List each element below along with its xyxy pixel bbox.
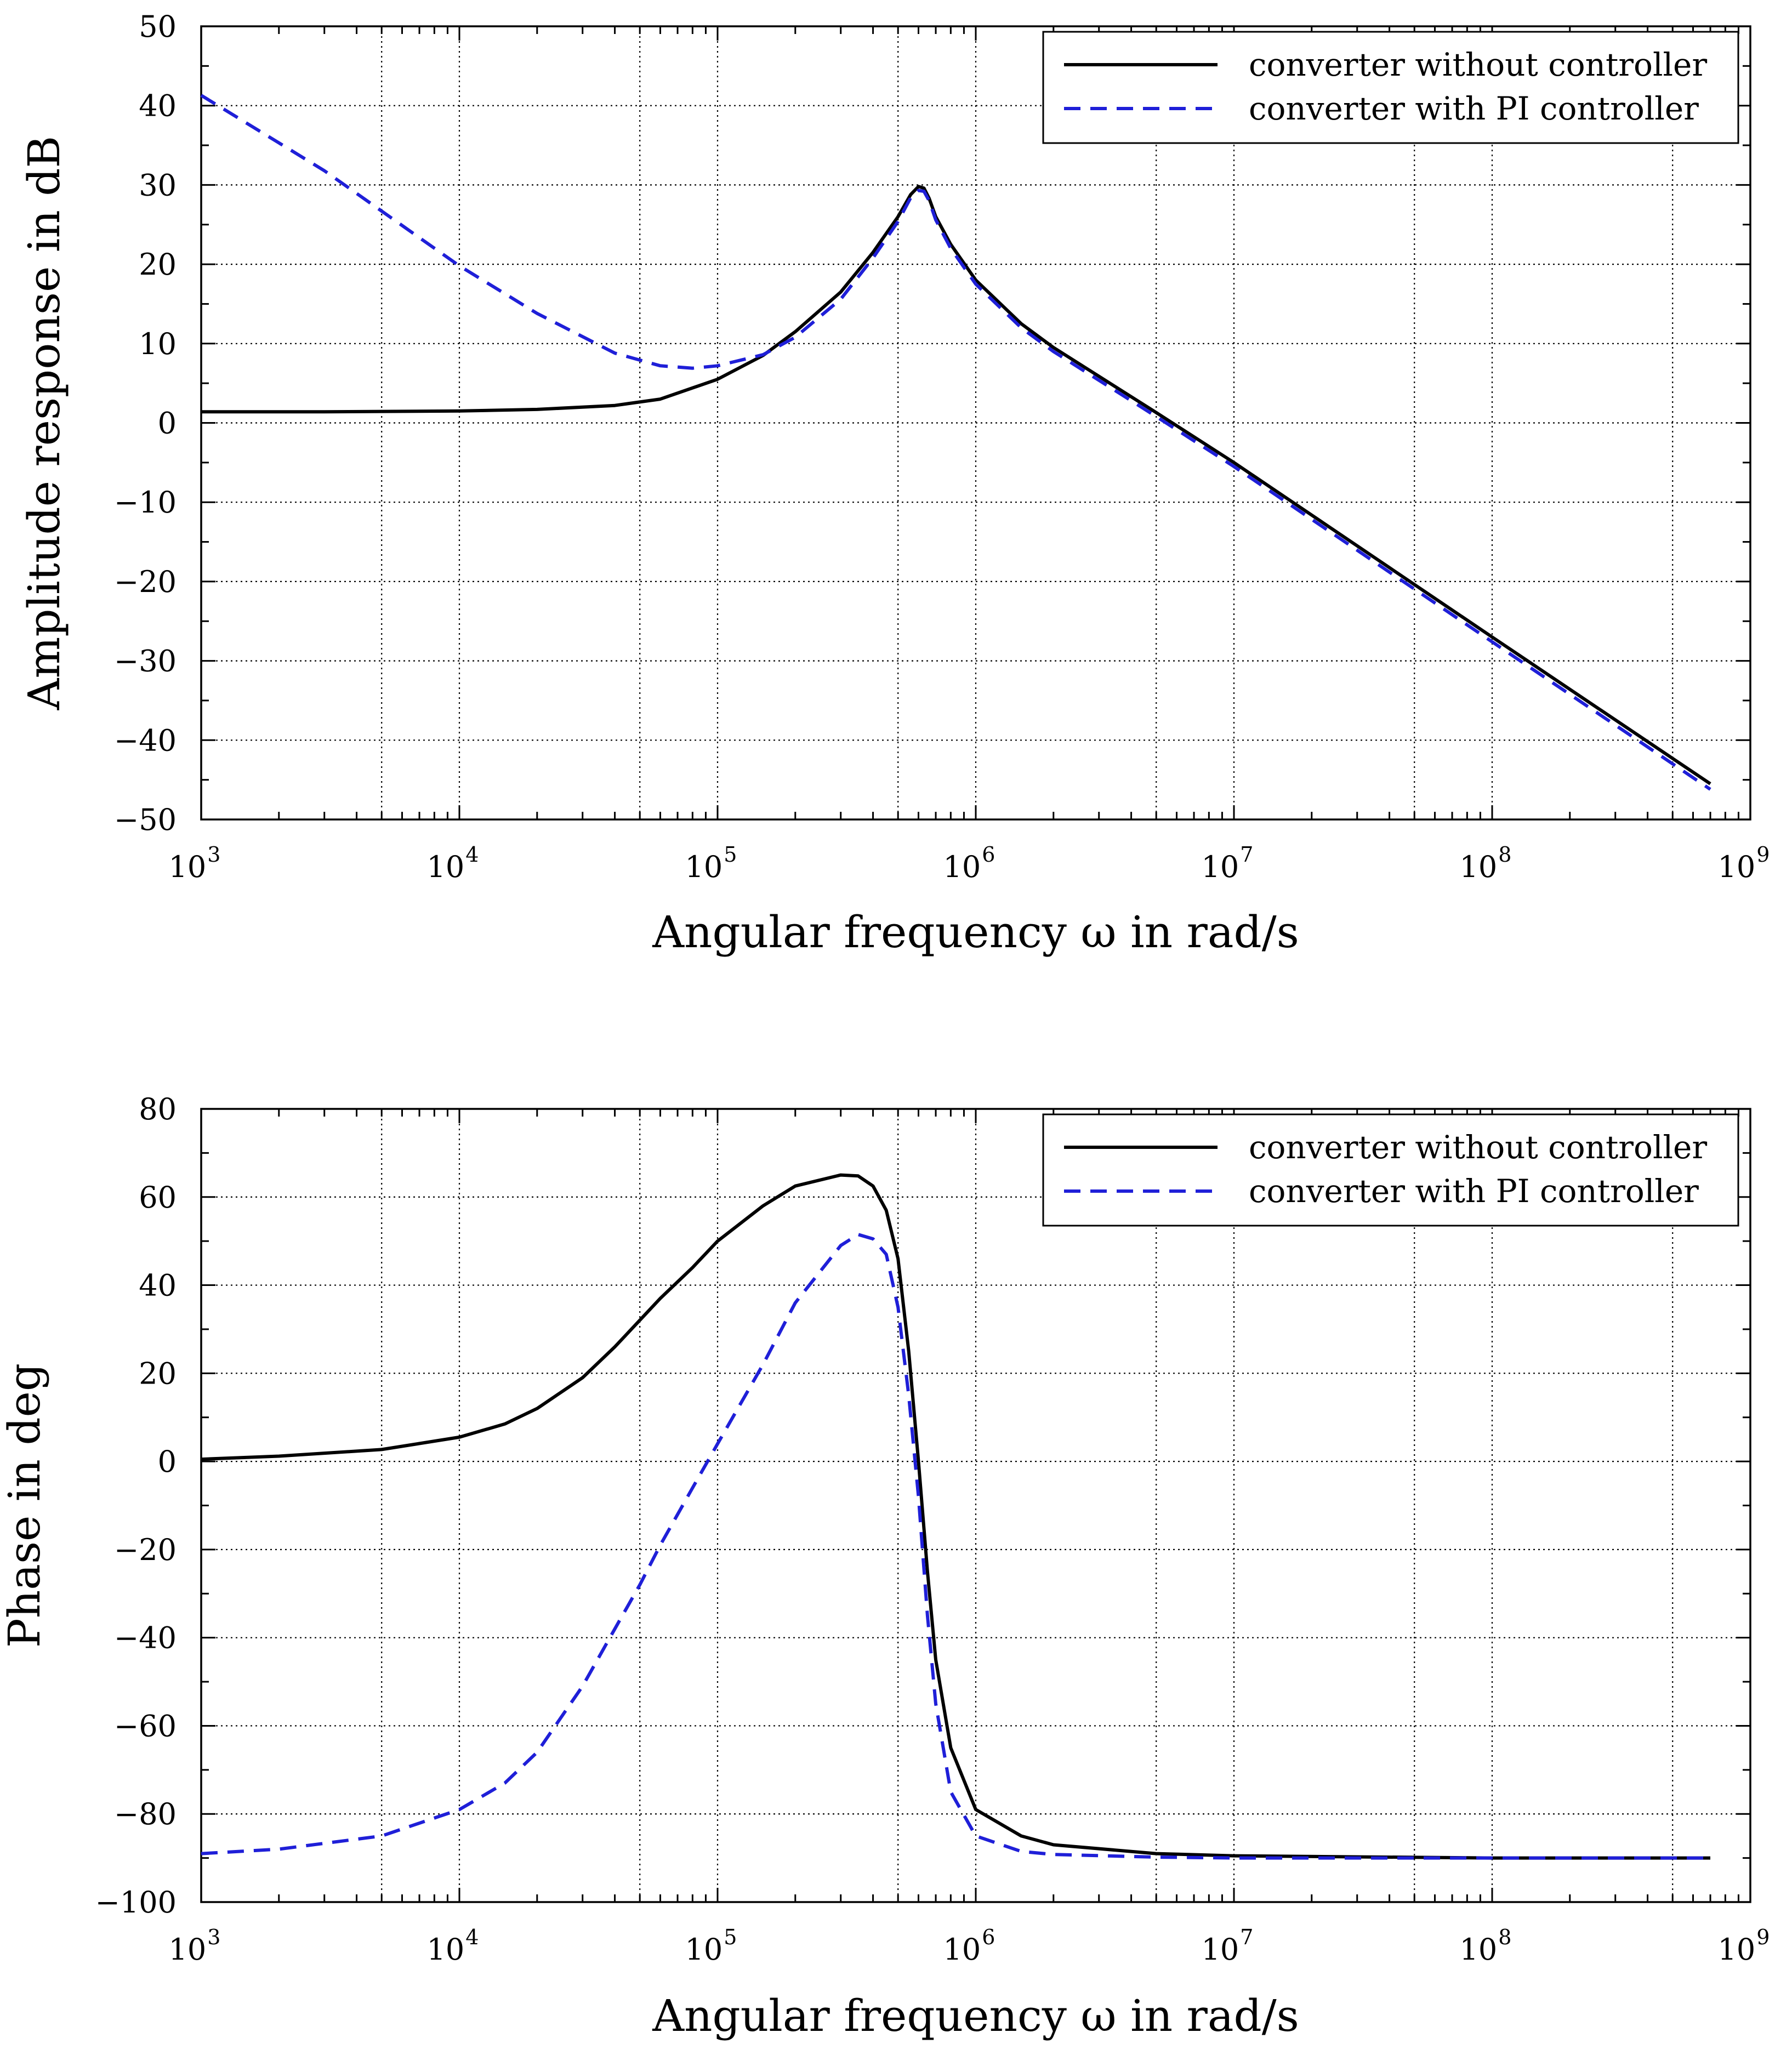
series-line-without-controller (201, 185, 1711, 785)
x-tick-label: 103 (169, 1925, 221, 1967)
x-axis-label: Angular frequency ω in rad/s (652, 907, 1299, 958)
ticks (200, 1108, 1751, 1903)
legend-label: converter without controller (1249, 1129, 1707, 1166)
grid (201, 1109, 1750, 1902)
y-tick-label: 80 (139, 1092, 177, 1126)
y-axis-label: Amplitude response in dB (19, 136, 70, 711)
amplitude-plot: 50 40 30 20 10 0 −10 −20 −30 −40 −50 103 104 105 106 10… (19, 9, 1770, 958)
y-tick-label: −20 (114, 1533, 177, 1567)
series-line-with-pi-controller (200, 94, 1711, 791)
x-axis-label: Angular frequency ω in rad/s (652, 1990, 1299, 2041)
y-tick-label: −40 (114, 1621, 177, 1655)
y-tick-label: 60 (139, 1180, 177, 1215)
x-tick-label: 107 (1202, 843, 1254, 884)
x-tick-label: 109 (1718, 843, 1770, 884)
y-tick-label: 40 (139, 1268, 177, 1303)
grid (201, 26, 1750, 819)
x-tick-label: 104 (427, 843, 479, 884)
y-tick-label: 40 (139, 89, 177, 123)
y-tick-label: −10 (114, 485, 177, 520)
y-tick-label: 0 (158, 406, 177, 441)
legend-box (1042, 31, 1739, 144)
y-tick-label: 50 (139, 9, 177, 44)
x-tick-label: 108 (1460, 843, 1512, 884)
legend-label: converter without controller (1249, 46, 1707, 83)
x-tick-label: 107 (1202, 1925, 1254, 1967)
x-tick-label: 105 (685, 1925, 737, 1967)
y-tick-label: −80 (114, 1797, 177, 1831)
legend-label: converter with PI controller (1249, 90, 1699, 127)
y-tick-label: 20 (139, 247, 177, 282)
legend-box (1042, 1113, 1739, 1227)
legend: converter without controller converter wi… (1042, 31, 1739, 144)
x-tick-label: 106 (943, 843, 995, 884)
x-tick-label: 108 (1460, 1925, 1512, 1967)
y-tick-label: −40 (114, 723, 177, 758)
x-tick-label: 106 (943, 1925, 995, 1967)
x-tick-label: 105 (685, 843, 737, 884)
y-tick-label: −50 (114, 802, 177, 837)
legend: converter without controller converter wi… (1042, 1113, 1739, 1227)
y-tick-label: 30 (139, 168, 177, 202)
series-line-without-controller (201, 1173, 1710, 1860)
phase-plot: 80 60 40 20 0 −20 −40 −60 −80 −100 103 104 105 106 107… (0, 1092, 1770, 2041)
y-axis-label: Phase in deg (0, 1363, 50, 1648)
y-tick-label: 0 (158, 1444, 177, 1479)
y-tick-label: −60 (114, 1709, 177, 1743)
y-tick-label: −100 (95, 1885, 177, 1920)
y-tick-label: 20 (139, 1356, 177, 1391)
legend-label: converter with PI controller (1249, 1172, 1699, 1210)
y-tick-label: −20 (114, 565, 177, 599)
x-tick-label: 104 (427, 1925, 479, 1967)
x-tick-label: 103 (169, 843, 221, 884)
y-tick-label: 10 (139, 327, 177, 361)
x-tick-label: 109 (1718, 1925, 1770, 1967)
y-tick-label: −30 (114, 644, 177, 679)
